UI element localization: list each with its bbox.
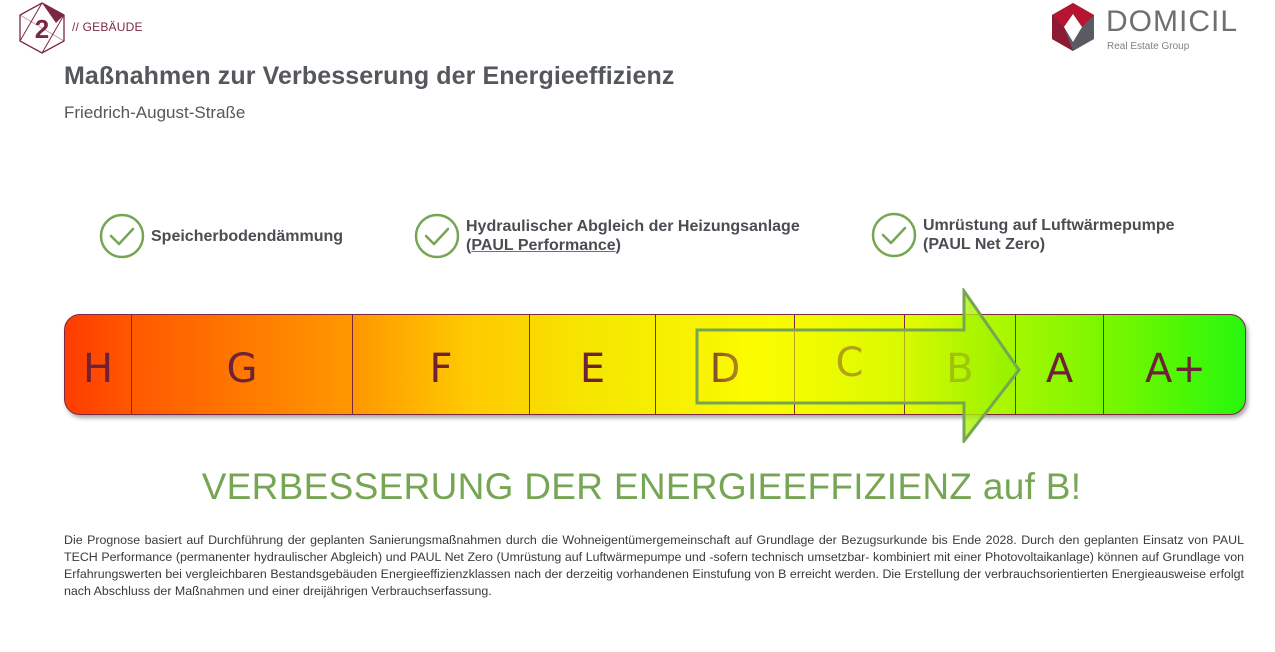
brand-name: DOMICIL [1106,5,1239,38]
class-h: H [65,315,132,414]
improvement-headline: VERBESSERUNG DER ENERGIEEFFIZIENZ auf B! [201,466,1082,507]
paul-performance-link[interactable]: PAUL Performance [471,237,616,254]
class-d: D [656,315,795,414]
class-e: E [530,315,656,414]
class-a-plus: A+ [1145,345,1206,392]
check-circle-icon [414,213,460,259]
measure-label: Hydraulischer Abgleich der Heizungsanlag… [466,218,800,254]
check-circle-icon [871,212,917,258]
measure-item-air-heat-pump: Umrüstung auf Luftwärmepumpe (PAUL Net Z… [871,212,1175,258]
class-g: G [132,315,353,414]
measure-label: Speicherbodendämmung [151,227,344,245]
class-b: B [905,315,1016,414]
measure-label: Umrüstung auf Luftwärmepumpe (PAUL Net Z… [923,217,1175,253]
class-f: F [353,315,530,414]
page-title: Maßnahmen zur Verbesserung der Energieef… [64,62,675,90]
section-tag: // GEBÄUDE [72,20,143,34]
class-c: C [795,315,905,414]
energy-efficiency-scale: H G F E D C B A A+ [64,314,1246,415]
measure-item-storage-floor-insulation: Speicherbodendämmung [99,213,343,259]
svg-text:2: 2 [35,14,49,44]
measure-item-hydraulic-balancing: Hydraulischer Abgleich der Heizungsanlag… [414,213,800,259]
class-a: A [1016,315,1104,414]
page-subtitle: Friedrich-August-Straße [64,103,246,122]
forecast-description: Die Prognose basiert auf Durchführung de… [64,533,1244,598]
section-number-logo: 2 [19,2,65,54]
domicil-logo-icon [1052,3,1094,51]
check-circle-icon [99,213,145,259]
brand-subtitle: Real Estate Group [1107,41,1190,52]
